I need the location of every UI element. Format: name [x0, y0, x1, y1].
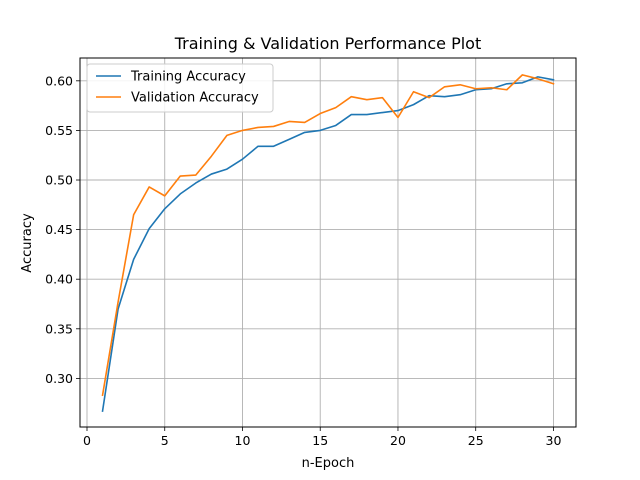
series-line-training-accuracy [101, 76, 555, 413]
y-tick-label: 0.60 [45, 73, 73, 88]
legend-box [86, 63, 274, 113]
y-tick-label: 0.45 [45, 222, 73, 237]
series-layer [101, 74, 555, 413]
plot-frame [79, 57, 577, 428]
x-tick-label: 0 [83, 433, 91, 448]
x-axis-label: n-Epoch [302, 456, 355, 471]
y-tick-label: 0.55 [45, 123, 73, 138]
series-line-validation-accuracy [101, 74, 555, 397]
grid [80, 58, 576, 427]
x-tick-label: 10 [235, 433, 251, 448]
legend: Training Accuracy Validation Accuracy [86, 63, 274, 113]
y-tick-label: 0.40 [45, 272, 73, 287]
y-tick-label: 0.35 [45, 321, 73, 336]
y-tick-label: 0.30 [45, 371, 73, 386]
y-tick-label: 0.50 [45, 173, 73, 188]
ticks: 0 5 10 15 20 25 30 0.30 0.35 0.40 0.45 0.50 0.55 0.60 [45, 73, 561, 448]
x-tick-label: 30 [546, 433, 562, 448]
x-tick-label: 25 [468, 433, 484, 448]
x-tick-label: 20 [390, 433, 406, 448]
y-axis-label: Accuracy [20, 213, 35, 273]
x-tick-label: 5 [161, 433, 169, 448]
legend-label: Validation Accuracy [131, 91, 259, 106]
x-tick-label: 15 [312, 433, 328, 448]
legend-label: Training Accuracy [130, 70, 246, 85]
chart-title: Training & Validation Performance Plot [174, 34, 482, 53]
